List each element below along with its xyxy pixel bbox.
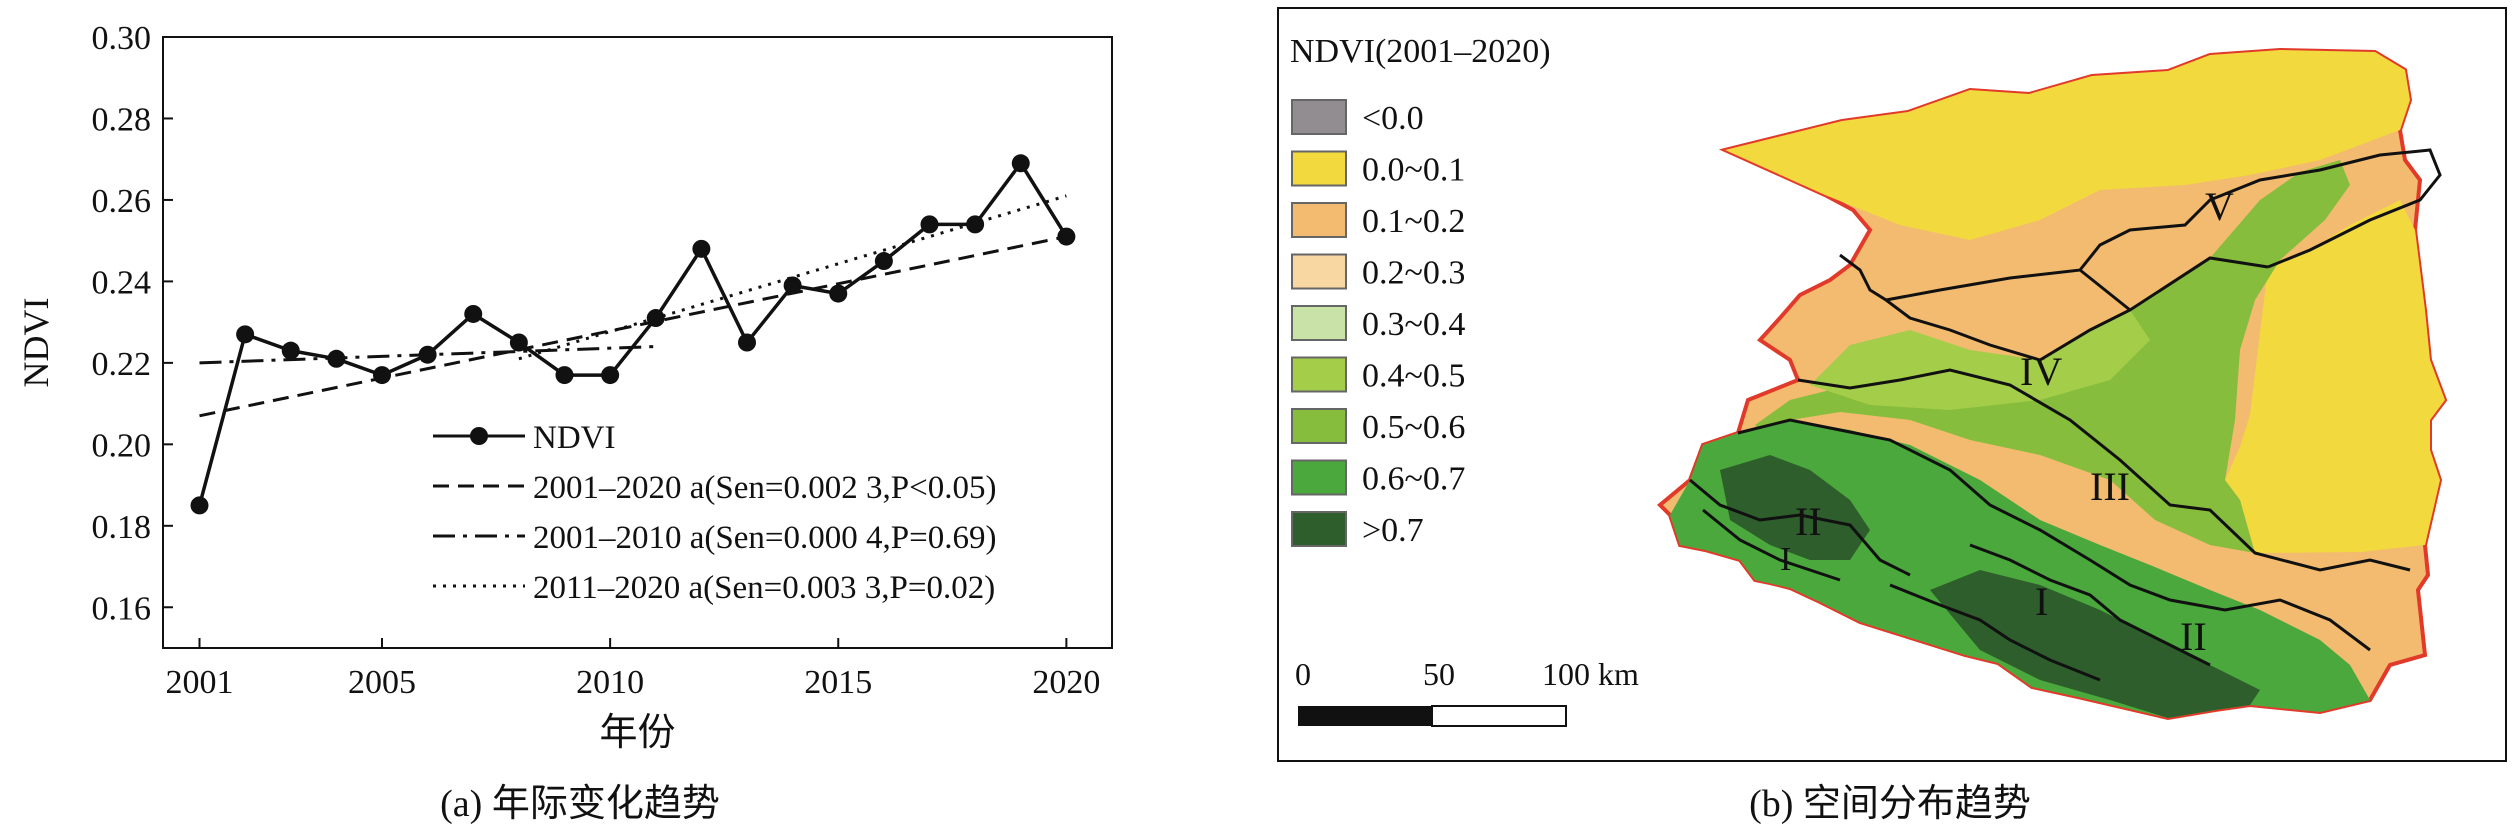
- legend-color-box: [1291, 202, 1347, 238]
- y-tick-label: 0.30: [92, 20, 152, 57]
- y-tick-label: 0.26: [92, 183, 152, 220]
- x-tick-label: 2010: [576, 664, 644, 701]
- zone-boundary-i: [1702, 508, 2101, 682]
- zone-boundary-ii: [1689, 478, 2211, 667]
- ndvi-point: [509, 333, 528, 352]
- legend-color-box: [1291, 459, 1347, 496]
- legend-color-box: [1291, 356, 1347, 393]
- legend-class-label: 0.4~0.5: [1362, 358, 1465, 395]
- scale-bar-black: [1298, 706, 1432, 726]
- ndvi-point: [601, 366, 620, 385]
- ndvi-point: [236, 325, 255, 344]
- desert-zone: [1725, 50, 2410, 240]
- scale-bar-white: [1431, 705, 1567, 727]
- y-tick-label: 0.20: [92, 427, 152, 464]
- x-tick-label: 2001: [166, 664, 234, 701]
- series-line-0: [197, 160, 1068, 506]
- legend-color-box: [1291, 150, 1347, 187]
- x-axis-label: 年份: [599, 712, 675, 754]
- panel-a-line-chart: 0.16 0.18 0.20 0.22 0.24 0.26 0.28 0.30 2001 2005…: [0, 0, 1150, 834]
- legend-color-box: [1291, 511, 1347, 547]
- y-tick-label: 0.18: [92, 509, 152, 546]
- x-tick-label: 2020: [1032, 664, 1100, 701]
- legend-label-2: 2001–2010 a(Sen=0.000 4,P=0.69): [533, 520, 996, 556]
- ndvi-point: [874, 252, 893, 271]
- ndvi-point: [692, 239, 711, 258]
- scale-label-50: 50: [1423, 656, 1455, 692]
- legend-color-box: [1291, 99, 1347, 135]
- legend-class-label: 0.3~0.4: [1362, 306, 1465, 343]
- legend-label-3: 2011–2020 a(Sen=0.003 3,P=0.02): [533, 570, 995, 606]
- plot-frame: [162, 36, 1113, 649]
- y-tick-label: 0.22: [92, 346, 152, 383]
- legend-color-box: [1291, 408, 1347, 444]
- vegetation-band: [1810, 310, 2150, 410]
- legend-class-label: 0.1~0.2: [1362, 203, 1465, 240]
- legend-class-label: 0.2~0.3: [1362, 255, 1465, 292]
- zone-boundary-iv: [1797, 368, 2411, 572]
- zone-label-ii-south: II: [2180, 614, 2207, 659]
- zone-label-v: V: [2205, 184, 2234, 229]
- legend-color-box: [1291, 305, 1347, 341]
- series-line-1: [199, 235, 1067, 418]
- legend-class-label: >0.7: [1362, 512, 1424, 549]
- y-axis-label: NDVI: [16, 298, 56, 388]
- forest-zone: [1670, 420, 2370, 718]
- zone-label-i-west: I: [1780, 541, 1791, 578]
- legend-color-box: [1291, 253, 1347, 290]
- y-tick-label: 0.16: [92, 590, 152, 627]
- x-tick-label: 2005: [348, 664, 416, 701]
- zone-label-i-south: I: [2035, 579, 2048, 624]
- scale-label-100km: 100 km: [1542, 656, 1639, 692]
- ndvi-point: [190, 496, 209, 515]
- caption-a: (a) 年际变化趋势: [440, 783, 720, 825]
- legend-class-label: <0.0: [1362, 100, 1424, 137]
- ndvi-point: [920, 215, 939, 234]
- legend-class-label: 0.6~0.7: [1362, 461, 1465, 498]
- y-tick-label: 0.24: [92, 264, 152, 301]
- series-line-2: [199, 345, 656, 365]
- ndvi-point: [281, 341, 300, 360]
- ndvi-point: [966, 215, 985, 234]
- legend-marker: [470, 427, 488, 445]
- legend-class-label: 0.0~0.1: [1362, 152, 1465, 189]
- zone-boundary-iii: [1737, 418, 2371, 652]
- ndvi-point: [738, 333, 756, 352]
- y-tick-label: 0.28: [92, 101, 152, 138]
- zone-label-iii: III: [2090, 464, 2130, 509]
- zone-label-iv: IV: [2020, 349, 2062, 394]
- dense-forest-south: [1930, 570, 2260, 718]
- region-shape: [1657, 47, 2448, 721]
- legend-label-1: 2001–2020 a(Sen=0.002 3,P<0.05): [533, 470, 996, 506]
- desert-zone-east: [2225, 200, 2445, 553]
- ndvi-point: [555, 366, 574, 385]
- x-tick-label: 2015: [804, 664, 872, 701]
- ndvi-point: [829, 284, 848, 303]
- zone-label-ii-west: II: [1795, 499, 1822, 544]
- panel-b-map: V IV III II I I II NDVI(2001–2020) <0.0 0…: [1250, 0, 2520, 834]
- legend-class-label: 0.5~0.6: [1362, 409, 1465, 446]
- map-legend-title: NDVI(2001–2020): [1290, 33, 1551, 70]
- ndvi-point: [373, 366, 391, 385]
- ndvi-point: [1011, 154, 1030, 173]
- scale-label-0: 0: [1295, 656, 1311, 692]
- ndvi-point: [783, 276, 802, 295]
- ndvi-line-chart: 0.16 0.18 0.20 0.22 0.24 0.26 0.28 0.30 2001 2005…: [16, 20, 1113, 754]
- zone-boundary-v: [1839, 148, 2442, 362]
- ndvi-trend-map: V IV III II I I II NDVI(2001–2020) <0.0 0…: [1277, 7, 2507, 762]
- map-legend: <0.0 0.0~0.1 0.1~0.2 0.2~0.3 0.3~0.4 0.4~0.5 0…: [1291, 99, 1465, 549]
- dense-forest: [1720, 455, 1870, 560]
- caption-b: (b) 空间分布趋势: [1749, 783, 2031, 825]
- legend-label-0: NDVI: [533, 420, 615, 456]
- ndvi-point: [464, 304, 483, 323]
